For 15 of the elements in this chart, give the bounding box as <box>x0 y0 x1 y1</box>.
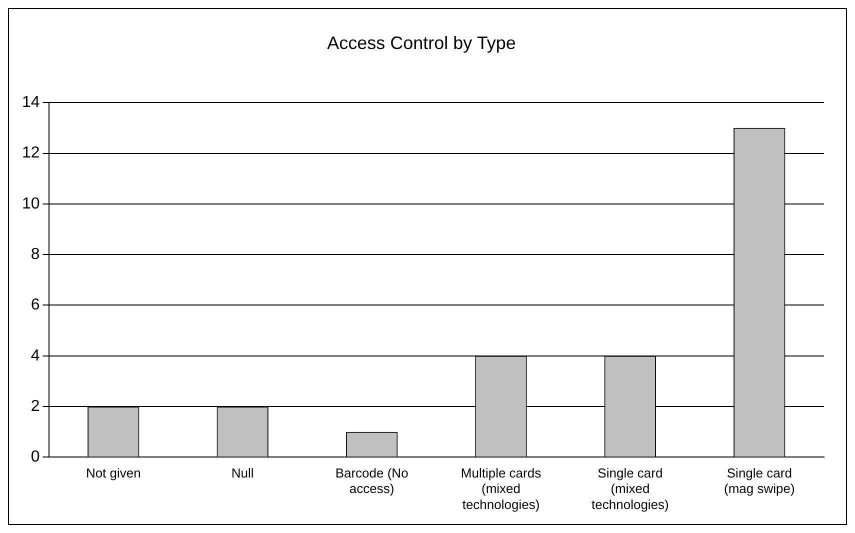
y-tick-label: 4 <box>30 347 40 364</box>
x-tick-label: Not given <box>86 466 141 481</box>
y-tick-label: 12 <box>22 144 40 162</box>
y-tick-label: 2 <box>30 398 40 415</box>
x-tick-label: Single card (mag swipe) <box>724 466 795 496</box>
y-tick-label: 0 <box>30 448 40 466</box>
x-tick-label: Multiple cards (mixed technologies) <box>460 466 542 512</box>
x-tick-label: Single card (mixed technologies) <box>592 466 669 512</box>
chart-title: Access Control by Type <box>327 32 516 53</box>
y-tick-label: 10 <box>22 195 40 212</box>
x-tick-label: Null <box>231 466 254 481</box>
y-tick-label: 14 <box>22 94 40 112</box>
y-tick-label: 6 <box>30 296 40 314</box>
x-tick-label: Barcode (No access) <box>335 466 408 496</box>
y-tick-label: 8 <box>30 246 40 263</box>
